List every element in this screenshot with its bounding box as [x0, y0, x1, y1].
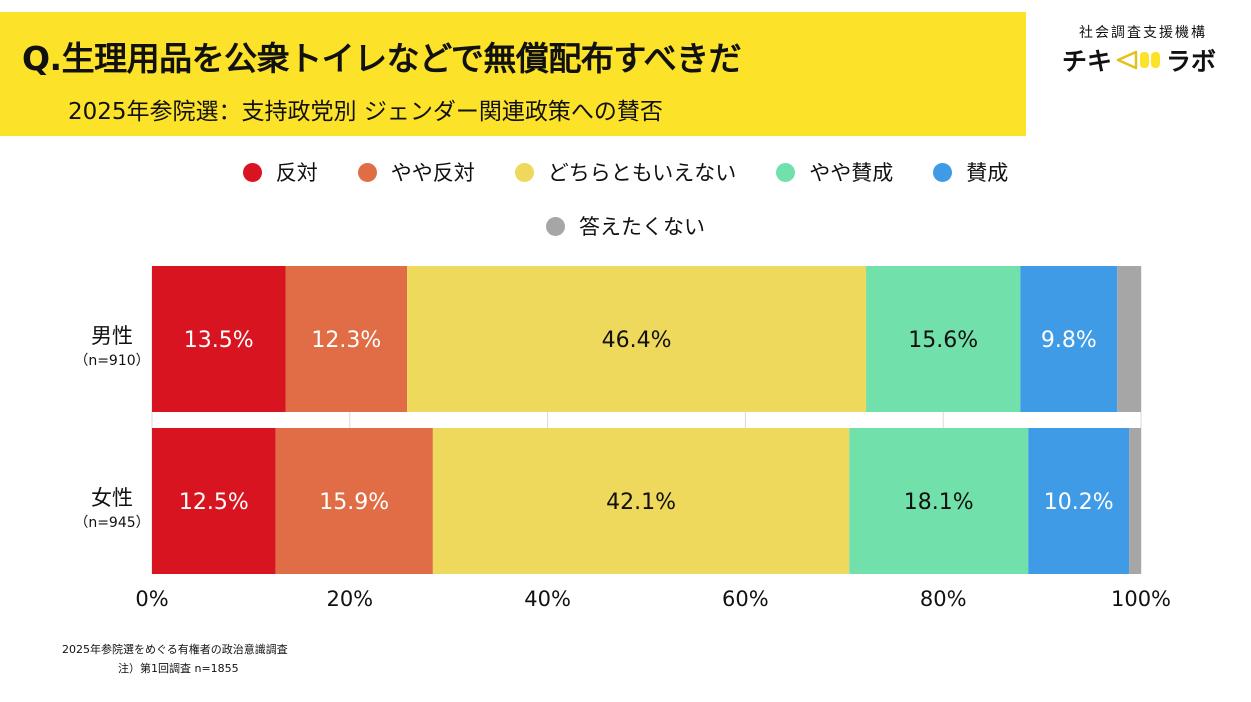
bar-segment — [1117, 266, 1141, 412]
bar-segment — [285, 266, 408, 412]
data-label: 10.2% — [1044, 490, 1114, 515]
data-label: 15.6% — [908, 328, 978, 353]
category-label: 女性 — [91, 486, 133, 510]
category-sample-size: （n=945） — [74, 515, 149, 531]
legend-label: やや反対 — [390, 161, 475, 185]
data-label: 12.5% — [179, 490, 249, 515]
legend-row-2: 答えたくない — [0, 211, 1251, 241]
brand-logo-right: ラボ — [1166, 47, 1217, 76]
legend-swatch — [514, 162, 534, 182]
bar-segment — [849, 428, 1029, 574]
bar-segment — [152, 428, 276, 574]
legend-item: どちらともいえない — [514, 157, 737, 187]
bar-segment — [152, 266, 286, 412]
bar-segment — [1028, 428, 1130, 574]
bar-segment — [1129, 428, 1141, 574]
legend-item: 反対 — [242, 157, 318, 187]
x-tick-label: 40% — [524, 587, 571, 611]
x-tick-label: 0% — [135, 587, 168, 611]
brand-logo: チキ ラボ — [1062, 44, 1216, 76]
legend-row-1: 反対 やや反対 どちらともいえない やや賛成 賛成 — [0, 157, 1251, 187]
legend-swatch — [242, 162, 262, 182]
data-label: 18.1% — [904, 490, 974, 515]
data-label: 12.3% — [311, 328, 381, 353]
x-tick-label: 100% — [1111, 587, 1171, 611]
x-tick-label: 60% — [722, 587, 769, 611]
legend-label: 賛成 — [966, 161, 1009, 185]
megaphone-icon — [1116, 50, 1161, 70]
bar-segment — [866, 266, 1021, 412]
legend-swatch — [933, 162, 953, 182]
data-label: 13.5% — [184, 328, 254, 353]
legend-item: やや賛成 — [776, 157, 893, 187]
bar-segment — [407, 266, 867, 412]
category-sample-size: （n=910） — [74, 353, 149, 369]
data-label: 42.1% — [606, 490, 676, 515]
legend-item: 答えたくない — [546, 211, 705, 241]
legend-swatch — [357, 162, 377, 182]
data-label: 46.4% — [602, 328, 672, 353]
bar-segment — [275, 428, 433, 574]
chart-subtitle: 2025年参院選：支持政党別 ジェンダー関連政策への賛否 — [68, 99, 663, 125]
data-label: 9.8% — [1041, 328, 1097, 353]
category-label: 男性 — [91, 324, 133, 348]
x-tick-label: 20% — [326, 587, 373, 611]
legend-item: やや反対 — [357, 157, 475, 187]
sample-note: 注）第1回調査 n=1855 — [118, 662, 239, 675]
legend-label: やや賛成 — [809, 161, 894, 185]
data-label: 15.9% — [319, 490, 389, 515]
bar-segment — [432, 428, 850, 574]
legend-swatch — [546, 216, 565, 236]
source-note: 2025年参院選をめぐる有権者の政治意識調査 — [62, 643, 288, 656]
legend-label: 答えたくない — [579, 215, 705, 239]
brand-org-name: 社会調査支援機構 — [1079, 25, 1207, 41]
title-banner: Q.生理用品を公衆トイレなどで無償配布すべきだ 2025年参院選：支持政党別 ジ… — [0, 12, 1026, 136]
brand-logo-left: チキ — [1062, 47, 1113, 76]
legend-item: 賛成 — [933, 157, 1008, 187]
legend-label: どちらともいえない — [547, 161, 737, 185]
bar-segment — [1020, 266, 1118, 412]
legend-swatch — [776, 162, 796, 182]
chart-title: Q.生理用品を公衆トイレなどで無償配布すべきだ — [22, 39, 742, 78]
x-tick-label: 80% — [920, 587, 967, 611]
legend-label: 反対 — [275, 161, 318, 185]
